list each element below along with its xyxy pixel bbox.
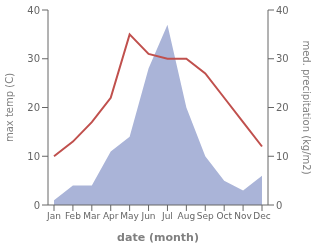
svg-text:Jan: Jan — [46, 211, 61, 221]
svg-text:0: 0 — [34, 200, 40, 211]
svg-text:Mar: Mar — [83, 211, 100, 221]
svg-text:40: 40 — [27, 5, 40, 16]
svg-text:med. precipitation (kg/m2): med. precipitation (kg/m2) — [301, 40, 310, 174]
svg-text:Nov: Nov — [234, 211, 252, 221]
svg-text:date (month): date (month) — [117, 231, 199, 244]
svg-text:Oct: Oct — [216, 211, 232, 221]
svg-text:40: 40 — [276, 5, 289, 16]
svg-text:Apr: Apr — [103, 211, 119, 221]
svg-text:max temp (C): max temp (C) — [8, 73, 15, 142]
svg-text:May: May — [120, 211, 139, 221]
svg-text:20: 20 — [276, 102, 289, 113]
svg-text:10: 10 — [276, 151, 289, 162]
svg-text:Dec: Dec — [253, 211, 270, 221]
svg-text:10: 10 — [27, 151, 40, 162]
svg-text:20: 20 — [27, 102, 40, 113]
svg-text:30: 30 — [27, 53, 40, 64]
svg-text:0: 0 — [276, 200, 282, 211]
svg-text:Feb: Feb — [65, 211, 81, 221]
svg-text:Aug: Aug — [178, 211, 196, 221]
svg-text:Sep: Sep — [197, 211, 214, 221]
svg-text:Jun: Jun — [141, 211, 156, 221]
svg-text:Jul: Jul — [161, 211, 173, 221]
svg-text:30: 30 — [276, 53, 289, 64]
